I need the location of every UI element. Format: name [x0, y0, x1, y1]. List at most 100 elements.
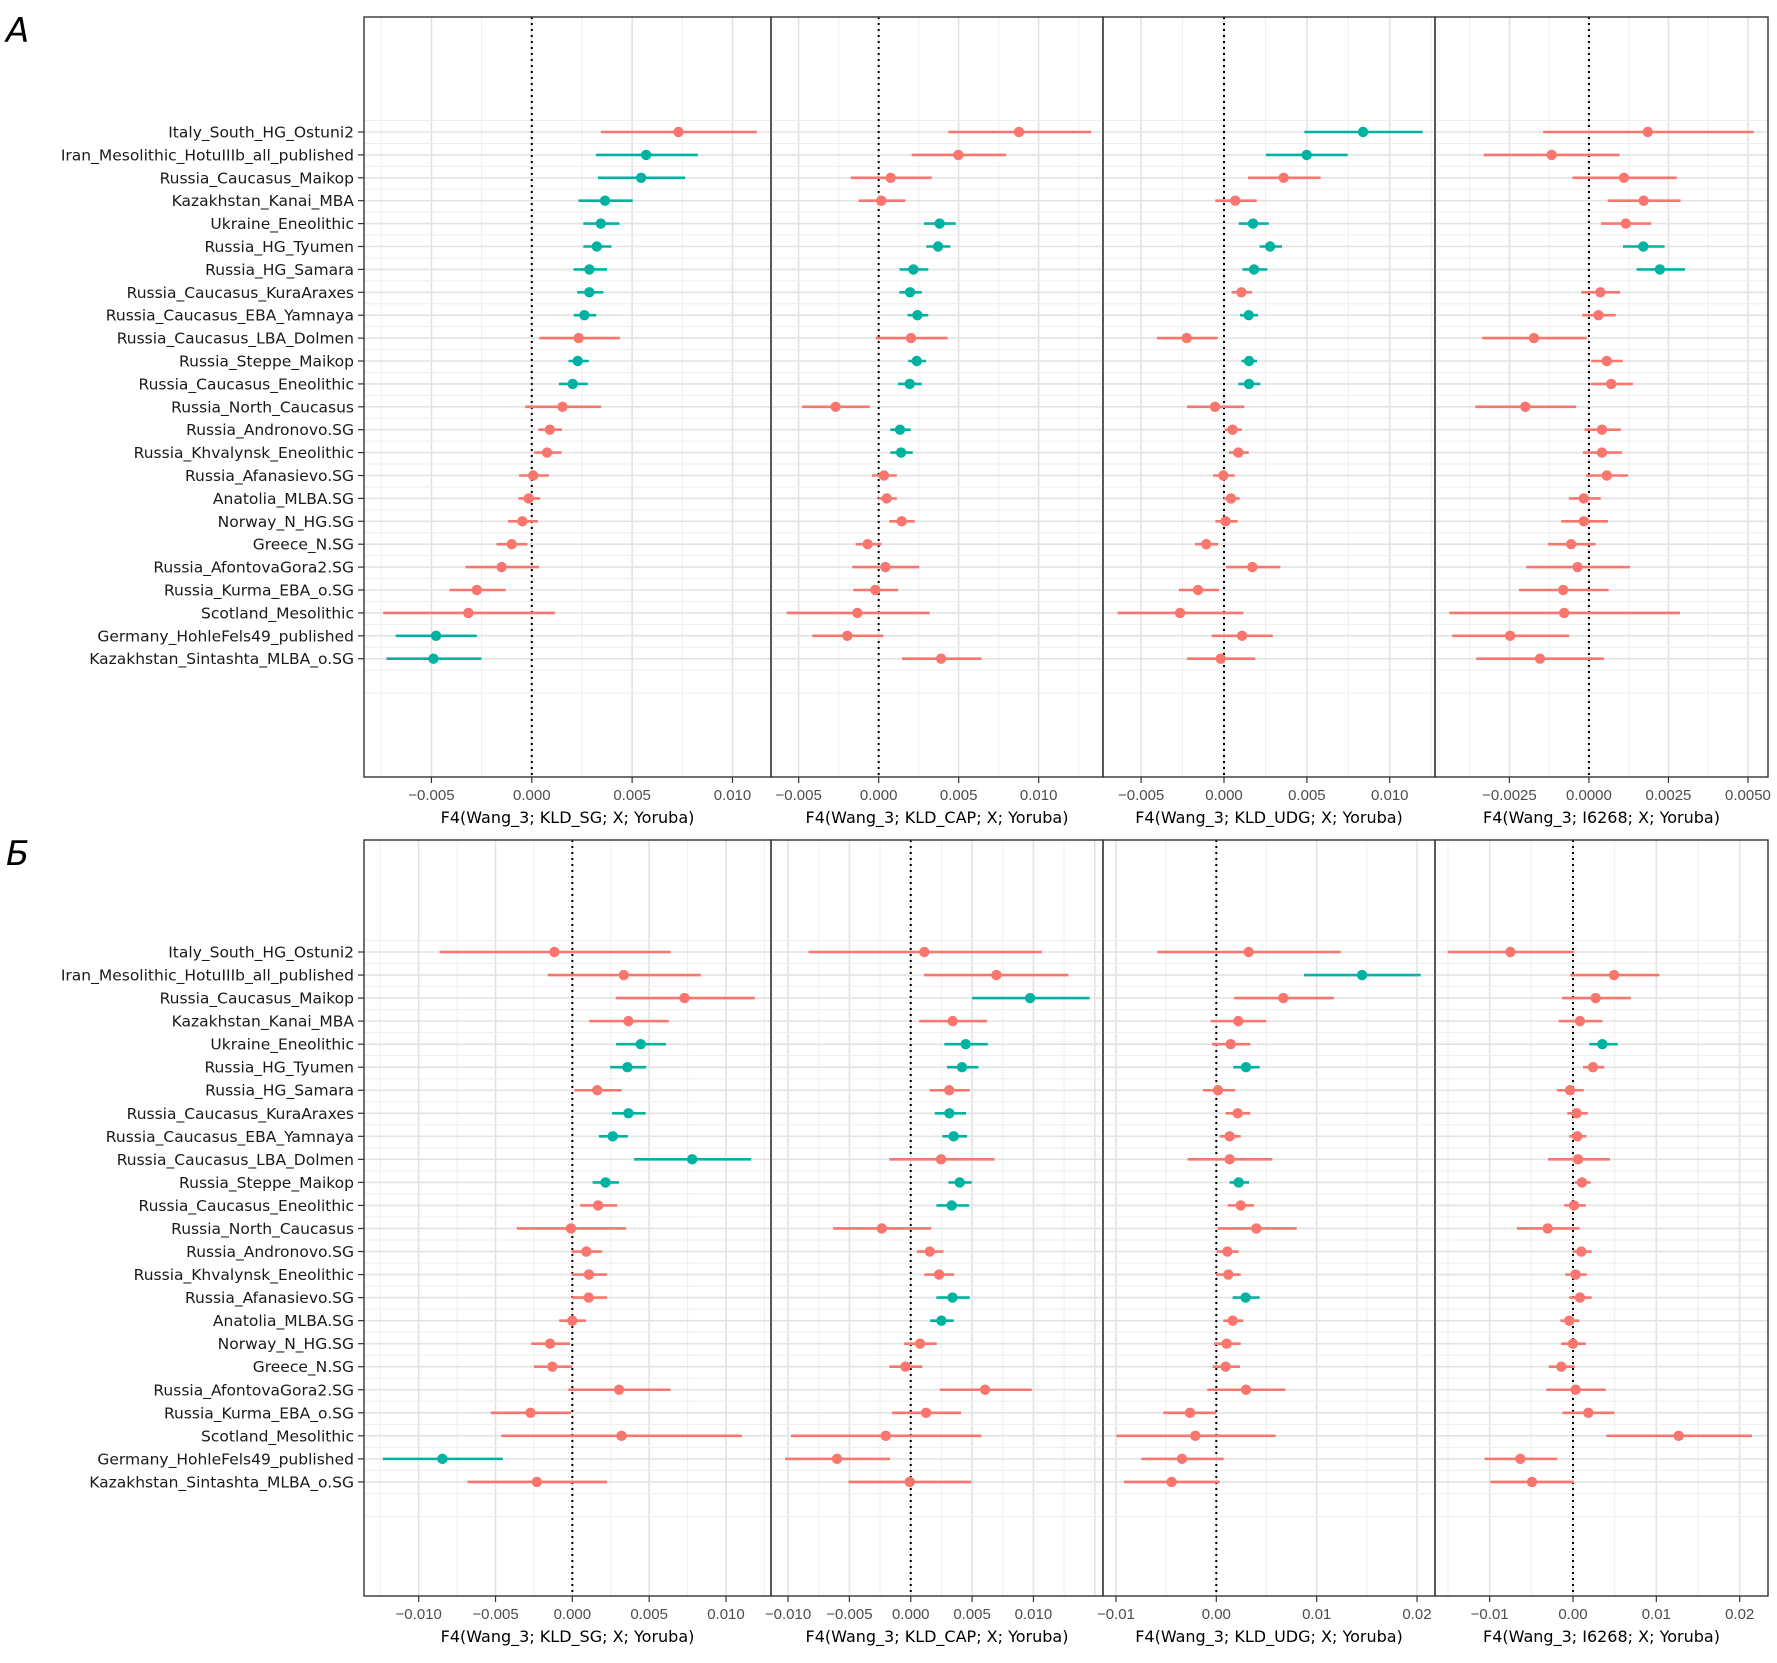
estimate-point [943, 1085, 955, 1096]
x-tick-label: 0.0025 [1646, 787, 1692, 804]
estimate-point [579, 310, 590, 321]
estimate-point [1248, 264, 1260, 275]
row-label: Ukraine_Eneolithic [210, 215, 354, 234]
estimate-point [506, 539, 517, 550]
row-label: Russia_Caucasus_KuraAraxes [127, 284, 354, 303]
estimate-point [1230, 195, 1241, 206]
estimate-point [1601, 355, 1612, 367]
x-tick-label: −0.0025 [1482, 787, 1537, 804]
x-tick-label: 0.02 [1402, 1606, 1431, 1623]
row-label: Germany_HohleFels49_published [97, 1450, 354, 1469]
estimate-point [1572, 1154, 1584, 1165]
x-tick-label: 0.0050 [1725, 787, 1771, 804]
estimate-point [595, 218, 607, 229]
x-tick-label: 0.0000 [1566, 787, 1612, 804]
estimate-point [1227, 1315, 1238, 1326]
estimate-point [900, 1361, 911, 1372]
estimate-point [953, 149, 964, 161]
estimate-point [1571, 1108, 1582, 1119]
estimate-point [1220, 1361, 1231, 1372]
estimate-point [622, 1062, 633, 1073]
estimate-point [1638, 241, 1649, 252]
estimate-point [1240, 1384, 1252, 1395]
x-tick-label: 0.005 [1288, 787, 1326, 804]
estimate-point [991, 969, 1002, 981]
estimate-point [599, 195, 611, 206]
x-tick-label: −0.005 [408, 787, 454, 804]
estimate-point [1595, 287, 1606, 298]
estimate-point [618, 969, 630, 981]
estimate-point [1520, 401, 1531, 412]
x-tick-label: 0.00 [1558, 1606, 1587, 1623]
estimate-point [947, 1292, 958, 1303]
estimate-point [1013, 126, 1025, 138]
estimate-point [1587, 1062, 1599, 1073]
estimate-point [1556, 1361, 1567, 1372]
estimate-point [878, 470, 890, 481]
estimate-point [573, 332, 584, 344]
row-label: Russia_Caucasus_Eneolithic [139, 1197, 354, 1216]
estimate-point [1251, 1223, 1262, 1234]
row-label: Russia_Caucasus_Maikop [160, 169, 354, 188]
row-label: Russia_Caucasus_Maikop [160, 990, 354, 1009]
estimate-point [904, 378, 915, 390]
facet: −0.0025 0.0000 0.0025 0.0050 F4(Wang_3; I626… [1434, 16, 1771, 828]
facet: −0.010 −0.005 0.000 0.005 0.010 F4(Wang_3; KL… [363, 839, 772, 1647]
x-axis-title: F4(Wang_3; I6268; X; Yoruba) [1483, 808, 1720, 828]
row-label: Anatolia_MLBA.SG [213, 1312, 354, 1331]
row-label: Greece_N.SG [253, 536, 354, 555]
row-label: Russia_Andronovo.SG [186, 1243, 354, 1262]
estimate-point [948, 1131, 959, 1142]
estimate-point [1233, 1015, 1244, 1027]
row-label: Russia_Steppe_Maikop [179, 1174, 354, 1193]
x-tick-label: −0.010 [765, 1606, 811, 1623]
row-label: Iran_Mesolithic_HotuIIIb_all_published [61, 967, 354, 986]
estimate-point [1356, 969, 1368, 981]
x-axis-title: F4(Wang_3; KLD_CAP; X; Yoruba) [806, 808, 1069, 828]
estimate-point [862, 539, 873, 550]
estimate-point [1574, 1015, 1586, 1027]
x-tick-label: 0.02 [1725, 1606, 1754, 1623]
estimate-point [544, 1338, 556, 1349]
x-axis-title: F4(Wang_3; KLD_CAP; X; Yoruba) [806, 1627, 1069, 1647]
estimate-point [567, 378, 578, 390]
row-label: Russia_AfontovaGora2.SG [153, 559, 354, 578]
row-label: Scotland_Mesolithic [201, 1427, 354, 1446]
estimate-point [1564, 1315, 1575, 1326]
row-label: Russia_Caucasus_EBA_Yamnaya [106, 1128, 354, 1147]
estimate-point [572, 355, 583, 367]
estimate-point [919, 946, 930, 958]
x-tick-label: 0.005 [613, 787, 651, 804]
row-label: Russia_Steppe_Maikop [179, 353, 354, 372]
row-label: Kazakhstan_Sintashta_MLBA_o.SG [89, 1473, 354, 1492]
panel-letter: Б [6, 834, 29, 874]
estimate-point [935, 653, 947, 664]
estimate-point [1220, 516, 1231, 527]
estimate-point [1240, 1292, 1251, 1303]
estimate-point [936, 1315, 947, 1326]
x-tick-label: −0.005 [826, 1606, 872, 1623]
row-label: Kazakhstan_Kanai_MBA [172, 192, 355, 211]
estimate-point [1247, 218, 1259, 229]
estimate-point [640, 149, 652, 161]
row-label: Russia_Caucasus_Eneolithic [139, 375, 354, 394]
estimate-point [1236, 630, 1248, 641]
estimate-point [956, 1062, 968, 1073]
row-label: Russia_Afanasievo.SG [185, 1289, 354, 1308]
row-label: Russia_Caucasus_LBA_Dolmen [117, 1151, 354, 1170]
facet-border [1434, 839, 1769, 1597]
estimate-point [894, 424, 906, 435]
estimate-point [1227, 424, 1238, 435]
estimate-point [1567, 1338, 1579, 1349]
estimate-point [1673, 1430, 1684, 1442]
estimate-point [1201, 539, 1212, 550]
estimate-point [1596, 447, 1608, 458]
estimate-point [1620, 218, 1632, 229]
estimate-point [830, 401, 841, 412]
x-tick-label: −0.005 [472, 1606, 518, 1623]
row-label: Italy_South_HG_Ostuni2 [168, 944, 354, 963]
estimate-point [1542, 1223, 1553, 1234]
estimate-point [852, 607, 863, 619]
estimate-point [471, 584, 482, 596]
